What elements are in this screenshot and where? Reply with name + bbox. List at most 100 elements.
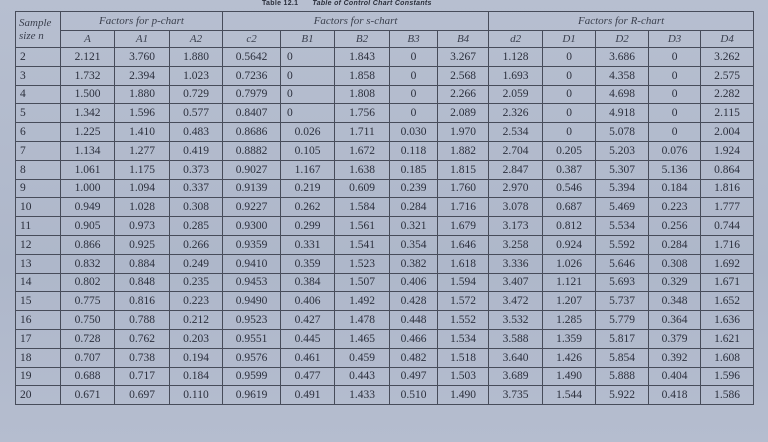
value-cell-d3: 0	[648, 103, 702, 124]
value-cell-d4: 2.575	[700, 65, 755, 86]
value-cell-b3: 0	[389, 103, 439, 124]
value-cell-d1: 1.426	[542, 347, 597, 368]
value-cell-c2: 0.9300	[222, 216, 282, 236]
sample-size-cell: 18	[15, 347, 61, 368]
value-cell-d4: 1.692	[700, 253, 755, 274]
value-cell-a1: 1.277	[114, 140, 170, 161]
value-cell-c2: 0.8882	[222, 140, 282, 161]
value-cell-b4: 1.534	[437, 328, 490, 349]
column-header-b1: B1	[280, 30, 336, 48]
value-cell-d3: 0.076	[648, 140, 702, 161]
value-cell-b1: 0	[280, 103, 336, 124]
value-cell-d4: 1.671	[700, 272, 755, 293]
value-cell-d2: 3.258	[488, 234, 544, 255]
value-cell-d2: 4.698	[595, 84, 650, 105]
value-cell-d1: 0.387	[542, 159, 597, 180]
value-cell-b1: 0.427	[280, 310, 336, 330]
sample-size-cell: 12	[15, 234, 61, 255]
value-cell-d2: 5.854	[595, 347, 650, 368]
value-cell-d2: 3.689	[488, 366, 544, 387]
value-cell-d3: 0.418	[648, 385, 702, 406]
value-cell-d2: 3.735	[488, 385, 544, 406]
value-cell-a1: 1.880	[114, 84, 170, 105]
value-cell-a1: 0.973	[114, 216, 170, 236]
column-header-b2: B2	[334, 30, 391, 48]
value-cell-d3: 0.404	[648, 366, 702, 387]
value-cell-a: 1.000	[60, 178, 115, 199]
table-row: 6 1.225 1.410 0.483 0.8686 0.026 1.711 0.030 1.9…	[15, 122, 755, 142]
table-row: 4 1.500 1.880 0.729 0.7979 0 1.808 0 2.266 2.059 0…	[15, 84, 755, 105]
column-header-c2: c2	[222, 30, 282, 48]
table-row: 18 0.707 0.738 0.194 0.9576 0.461 0.459 0.482 1.…	[15, 347, 755, 368]
column-header-d1: D1	[542, 30, 597, 48]
value-cell-d1: 0	[542, 122, 597, 142]
value-cell-d4: 0.744	[700, 216, 755, 236]
column-header-a2: A2	[168, 30, 224, 48]
value-cell-c2: 0.8686	[222, 122, 282, 142]
value-cell-d2: 3.407	[488, 272, 544, 293]
value-cell-b1: 0.331	[280, 234, 336, 255]
value-cell-d2: 5.646	[595, 253, 650, 274]
value-cell-c2: 0.9027	[222, 159, 282, 180]
table-row: 3 1.732 2.394 1.023 0.7236 0 1.858 0 2.568 1.693 0…	[15, 65, 755, 86]
value-cell-b3: 0.382	[389, 253, 439, 274]
value-cell-a2: 1.880	[168, 47, 224, 67]
value-cell-d2: 3.532	[488, 310, 544, 330]
value-cell-d1: 0.205	[542, 140, 597, 161]
value-cell-c2: 0.9359	[222, 234, 282, 255]
value-cell-d3: 0.256	[648, 216, 702, 236]
value-cell-d4: 1.777	[700, 197, 755, 218]
value-cell-d2: 5.922	[595, 385, 650, 406]
value-cell-a: 1.342	[60, 103, 115, 124]
value-cell-d4: 2.282	[700, 84, 755, 105]
value-cell-c2: 0.9139	[222, 178, 282, 199]
value-cell-a: 0.866	[60, 234, 115, 255]
value-cell-b1: 0.359	[280, 253, 336, 274]
table-row: 11 0.905 0.973 0.285 0.9300 0.299 1.561 0.321 1.…	[15, 216, 755, 236]
value-cell-c2: 0.9410	[222, 253, 282, 274]
sample-size-cell: 10	[15, 197, 61, 218]
value-cell-c2: 0.9523	[222, 310, 282, 330]
group-header-row: Sample size n Factors for p-chart Factor…	[15, 11, 755, 48]
table-row: 8 1.061 1.175 0.373 0.9027 1.167 1.638 0.185 1.8…	[15, 159, 755, 180]
value-cell-b1: 0.406	[280, 291, 336, 312]
value-cell-d2: 3.640	[488, 347, 544, 368]
value-cell-c2: 0.5642	[222, 47, 282, 67]
value-cell-a: 0.775	[60, 291, 115, 312]
value-cell-c2: 0.9453	[222, 272, 282, 293]
sample-size-cell: 19	[15, 366, 61, 387]
sample-size-cell: 20	[15, 385, 61, 406]
value-cell-b4: 1.716	[437, 197, 490, 218]
value-cell-b2: 1.523	[334, 253, 391, 274]
value-cell-b1: 0	[280, 47, 336, 67]
value-cell-a2: 0.235	[168, 272, 224, 293]
value-cell-b4: 2.089	[437, 103, 490, 124]
table-row: 10 0.949 1.028 0.308 0.9227 0.262 1.584 0.284 1.…	[15, 197, 755, 218]
table-row: 20 0.671 0.697 0.110 0.9619 0.491 1.433 0.510 1.…	[15, 385, 755, 406]
value-cell-a: 0.949	[60, 197, 115, 218]
table-row: 14 0.802 0.848 0.235 0.9453 0.384 1.507 0.406 1.…	[15, 272, 755, 293]
value-cell-a: 0.707	[60, 347, 115, 368]
value-cell-b1: 0.219	[280, 178, 336, 199]
value-cell-d2: 4.358	[595, 65, 650, 86]
value-cell-d1: 0	[542, 65, 597, 86]
value-cell-b2: 1.808	[334, 84, 391, 105]
value-cell-b1: 0.262	[280, 197, 336, 218]
value-cell-a2: 0.577	[168, 103, 224, 124]
table-row: 9 1.000 1.094 0.337 0.9139 0.219 0.609 0.239 1.7…	[15, 178, 755, 199]
value-cell-a2: 1.023	[168, 65, 224, 86]
sample-size-cell: 11	[15, 216, 61, 236]
value-cell-b3: 0.482	[389, 347, 439, 368]
value-cell-a1: 1.028	[114, 197, 170, 218]
value-cell-b4: 1.594	[437, 272, 490, 293]
value-cell-b4: 1.518	[437, 347, 490, 368]
value-cell-d4: 1.816	[700, 178, 755, 199]
value-cell-a1: 1.094	[114, 178, 170, 199]
value-cell-b2: 1.584	[334, 197, 391, 218]
value-cell-c2: 0.9227	[222, 197, 282, 218]
column-header-d4: D4	[700, 30, 755, 48]
sample-size-cell: 17	[15, 328, 61, 349]
value-cell-d3: 0	[648, 47, 702, 67]
value-cell-b4: 1.552	[437, 310, 490, 330]
value-cell-c2: 0.9619	[222, 385, 282, 406]
